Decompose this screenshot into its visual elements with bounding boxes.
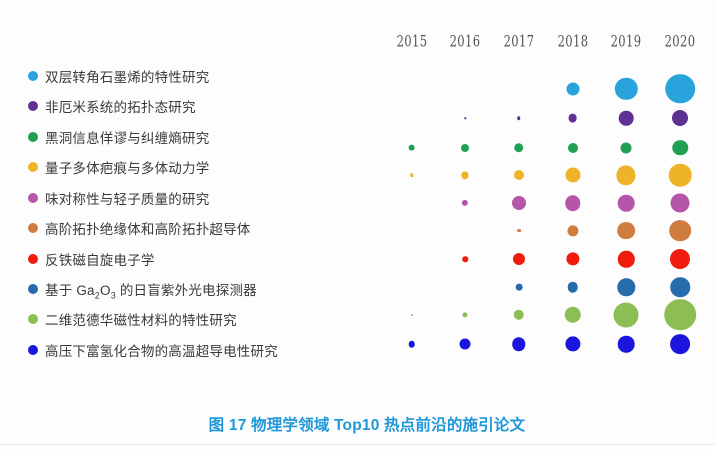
- bubble-2015-series-10: [408, 340, 415, 348]
- bubble-2015-series-3: [408, 144, 415, 151]
- bubble-2020-series-8: [670, 277, 690, 298]
- legend-dot-icon: [28, 71, 38, 81]
- legend-dot-icon: [28, 314, 38, 325]
- bubble-2015-series-4: [409, 173, 414, 178]
- bubble-2016-series-2: [464, 117, 466, 119]
- bubble-2019-series-2: [619, 111, 634, 126]
- bubble-2020-series-3: [672, 139, 688, 156]
- bubble-2018-series-7: [566, 252, 580, 266]
- bubble-2017-series-5: [511, 196, 526, 211]
- legend-dot-icon: [28, 192, 38, 203]
- bottom-divider: [0, 444, 716, 445]
- legend-dot-icon: [28, 253, 38, 264]
- bubble-2016-series-3: [461, 143, 470, 152]
- bubble-2017-series-6: [516, 228, 521, 233]
- bubble-2017-series-4: [513, 170, 524, 181]
- bubble-2019-series-6: [617, 221, 636, 240]
- bubble-2020-series-7: [670, 249, 690, 270]
- bubble-2019-series-10: [618, 335, 635, 353]
- bubble-2019-series-7: [618, 251, 635, 268]
- bubble-2018-series-10: [565, 336, 581, 352]
- bubble-2020-series-5: [670, 193, 690, 213]
- bubble-2016-series-9: [462, 312, 468, 318]
- bubble-2017-series-8: [515, 283, 523, 291]
- bubble-2019-series-9: [613, 302, 639, 328]
- legend-label: 高压下富氢化合物的高温超导电性研究: [45, 343, 278, 359]
- bubble-2017-series-9: [513, 309, 525, 321]
- bubble-2018-series-6: [567, 225, 579, 237]
- year-label-2019: 2019: [610, 31, 642, 51]
- bubble-2020-series-4: [668, 164, 692, 187]
- bubble-2017-series-7: [512, 253, 525, 266]
- legend-label: 基于 Ga2O3 的日盲紫外光电探测器: [45, 283, 257, 301]
- legend-dot-icon: [28, 101, 38, 112]
- bubble-2018-series-9: [564, 306, 581, 324]
- bubble-2018-series-8: [567, 282, 578, 293]
- year-label-2017: 2017: [503, 31, 535, 51]
- legend-label: 黑洞信息佯谬与纠缠熵研究: [45, 130, 210, 146]
- legend-dot-icon: [28, 162, 38, 173]
- legend-label: 量子多体疤痕与多体动力学: [45, 161, 210, 177]
- legend-label: 味对称性与轻子质量的研究: [45, 191, 210, 207]
- bubble-2018-series-1: [566, 82, 580, 96]
- bubble-2018-series-2: [568, 113, 577, 123]
- legend-label: 反铁磁自旋电子学: [45, 252, 155, 268]
- bubble-2018-series-4: [565, 167, 581, 183]
- bubble-2020-series-10: [670, 334, 690, 355]
- legend-dot-icon: [28, 344, 38, 355]
- bubble-2016-series-4: [461, 171, 469, 179]
- legend-label: 双层转角石墨烯的特性研究: [45, 70, 210, 85]
- bubble-2019-series-3: [620, 142, 632, 154]
- bubble-2016-series-5: [462, 200, 469, 207]
- bubble-2020-series-9: [664, 299, 696, 331]
- bubble-2016-series-10: [459, 338, 471, 350]
- bubble-2019-series-4: [616, 165, 636, 185]
- bubble-2020-series-1: [665, 74, 695, 104]
- legend-label: 非厄米系统的拓扑态研究: [45, 100, 196, 116]
- bubble-2020-series-6: [669, 219, 691, 242]
- legend-dot-icon: [28, 284, 38, 294]
- year-label-2020: 2020: [664, 31, 696, 51]
- bubble-2019-series-8: [617, 278, 635, 296]
- bubble-2017-series-10: [512, 337, 526, 351]
- year-label-2016: 2016: [449, 31, 481, 51]
- bubble-2017-series-2: [517, 116, 521, 121]
- bubble-2019-series-1: [615, 77, 638, 100]
- bubble-2018-series-5: [564, 195, 581, 211]
- bubble-2019-series-5: [618, 194, 635, 212]
- bubble-2015-series-9: [410, 313, 413, 316]
- legend-label: 高阶拓扑绝缘体和高阶拓扑超导体: [45, 222, 251, 238]
- bubble-2017-series-3: [514, 142, 524, 153]
- year-label-2018: 2018: [557, 31, 588, 51]
- figure-caption: 图 17 物理学领域 Top10 热点前沿的施引论文: [208, 417, 526, 434]
- legend-dot-icon: [28, 223, 38, 234]
- legend-label: 二维范德华磁性材料的特性研究: [45, 313, 237, 329]
- bubble-2018-series-3: [567, 142, 578, 153]
- bubble-2020-series-2: [672, 110, 688, 127]
- year-label-2015: 2015: [396, 31, 427, 51]
- legend-dot-icon: [28, 131, 38, 142]
- bubble-2016-series-7: [462, 256, 468, 263]
